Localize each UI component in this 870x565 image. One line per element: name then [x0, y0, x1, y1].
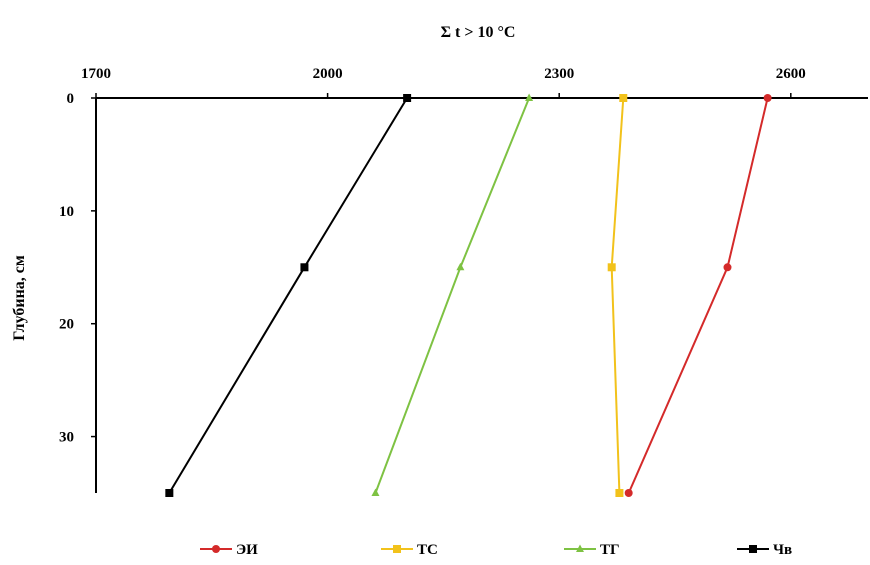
series-2 — [607, 94, 628, 497]
y-axis-title: Глубина, см — [11, 255, 28, 341]
legend-item-2: ТС — [381, 542, 438, 558]
series-line — [610, 97, 625, 494]
series-line — [374, 97, 531, 494]
x-tick-label: 2000 — [313, 66, 343, 82]
legend-marker — [749, 545, 757, 553]
data-point — [763, 94, 772, 102]
y-tick-label: 0 — [67, 91, 75, 107]
legend-marker — [576, 544, 584, 552]
series-3 — [371, 93, 534, 496]
series-line — [627, 97, 769, 494]
y-tick-label: 30 — [59, 430, 74, 446]
x-tick-label: 2300 — [544, 66, 574, 82]
data-point — [525, 93, 534, 101]
x-axis-title: Σ t > 10 °C — [441, 24, 516, 41]
legend-label: Чв — [773, 542, 792, 558]
data-point — [607, 263, 616, 272]
legend-item-3: ТГ — [564, 542, 620, 558]
series-line — [168, 97, 408, 494]
series-lines — [165, 93, 772, 497]
data-point — [165, 489, 174, 497]
axes: 1700 2000 2300 2600 0 10 20 30 — [59, 66, 868, 493]
legend-item-4: Чв — [737, 542, 792, 558]
y-tick-label: 10 — [59, 204, 74, 220]
data-point — [624, 489, 633, 497]
legend-marker — [212, 545, 220, 553]
data-point — [300, 263, 309, 272]
series-1 — [624, 94, 772, 497]
data-point — [615, 489, 624, 497]
legend-label: ЭИ — [236, 542, 258, 558]
legend-label: ТС — [417, 542, 438, 558]
y-tick-label: 20 — [59, 317, 74, 333]
legend: ЭИ ТС ТГ Чв — [200, 542, 792, 558]
data-point — [371, 488, 380, 496]
x-tick-label: 1700 — [81, 66, 111, 82]
legend-marker — [393, 545, 401, 553]
data-point — [456, 262, 465, 271]
data-point — [403, 94, 412, 102]
data-point — [723, 263, 732, 272]
series-4 — [165, 94, 412, 497]
legend-item-1: ЭИ — [200, 542, 258, 558]
legend-label: ТГ — [600, 542, 620, 558]
data-point — [619, 94, 628, 102]
x-tick-label: 2600 — [776, 66, 806, 82]
